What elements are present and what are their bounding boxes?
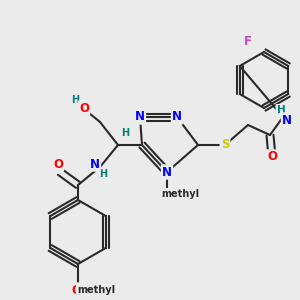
Text: H: H [71,95,79,105]
Text: S: S [221,139,229,152]
Text: N: N [90,158,100,170]
Text: O: O [267,151,277,164]
Text: methyl: methyl [77,285,115,295]
Text: O: O [71,284,81,296]
Text: methyl: methyl [161,189,199,199]
Text: N: N [282,113,292,127]
Text: O: O [53,158,63,170]
Text: H: H [121,128,129,138]
Text: N: N [135,110,145,124]
Text: N: N [172,110,182,124]
Text: H: H [99,169,107,179]
Text: H: H [277,105,285,115]
Text: N: N [162,166,172,178]
Text: F: F [244,35,252,48]
Text: O: O [79,101,89,115]
